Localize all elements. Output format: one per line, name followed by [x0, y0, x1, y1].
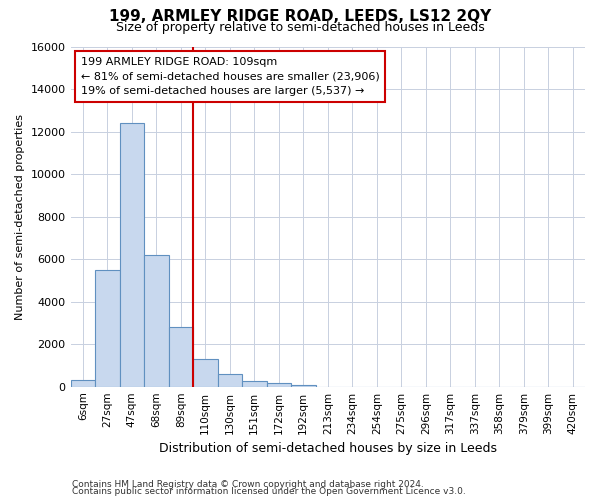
Bar — [291, 384, 316, 386]
Bar — [218, 374, 242, 386]
Bar — [95, 270, 119, 386]
Bar — [71, 380, 95, 386]
Bar — [242, 382, 266, 386]
Text: Contains public sector information licensed under the Open Government Licence v3: Contains public sector information licen… — [72, 488, 466, 496]
Bar — [169, 327, 193, 386]
Bar — [144, 255, 169, 386]
Bar — [266, 384, 291, 386]
Bar — [119, 123, 144, 386]
Y-axis label: Number of semi-detached properties: Number of semi-detached properties — [15, 114, 25, 320]
Text: Size of property relative to semi-detached houses in Leeds: Size of property relative to semi-detach… — [116, 21, 484, 34]
Text: 199 ARMLEY RIDGE ROAD: 109sqm
← 81% of semi-detached houses are smaller (23,906): 199 ARMLEY RIDGE ROAD: 109sqm ← 81% of s… — [81, 56, 380, 96]
X-axis label: Distribution of semi-detached houses by size in Leeds: Distribution of semi-detached houses by … — [159, 442, 497, 455]
Text: Contains HM Land Registry data © Crown copyright and database right 2024.: Contains HM Land Registry data © Crown c… — [72, 480, 424, 489]
Text: 199, ARMLEY RIDGE ROAD, LEEDS, LS12 2QY: 199, ARMLEY RIDGE ROAD, LEEDS, LS12 2QY — [109, 9, 491, 24]
Bar — [193, 359, 218, 386]
